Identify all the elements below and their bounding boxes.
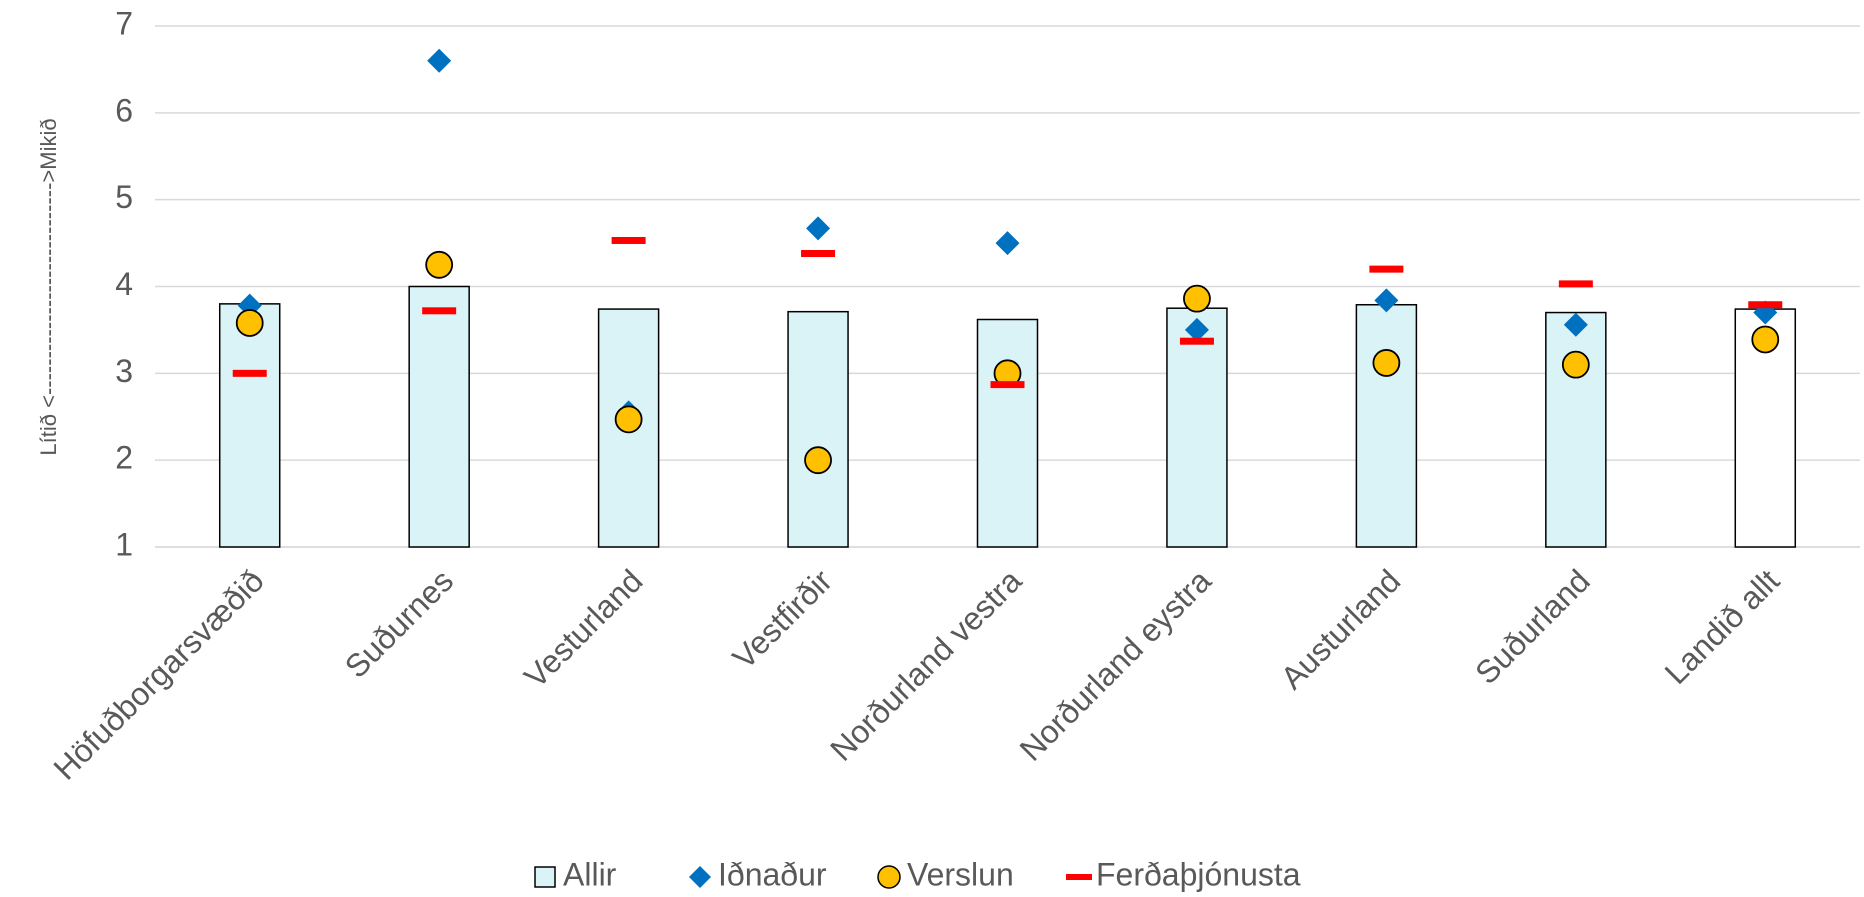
legend-swatch bbox=[1066, 874, 1092, 880]
dash-marker bbox=[801, 250, 836, 258]
y-tick-label: 2 bbox=[115, 440, 133, 476]
bar bbox=[218, 303, 281, 548]
x-tick-label: Norðurland eystra bbox=[1013, 562, 1218, 767]
bar bbox=[1545, 311, 1607, 548]
x-tick-label: Norðurland vestra bbox=[823, 562, 1028, 767]
y-axis-label: Lítið <----------------------------->Mik… bbox=[36, 118, 61, 455]
legend-swatch bbox=[877, 865, 901, 889]
dash-marker bbox=[1179, 337, 1214, 345]
legend-swatch bbox=[689, 866, 711, 888]
diamond-marker bbox=[427, 48, 452, 73]
circle-marker bbox=[1561, 350, 1590, 379]
y-tick-label: 6 bbox=[115, 92, 133, 128]
y-tick-label: 1 bbox=[115, 526, 133, 562]
circle-marker bbox=[804, 446, 832, 475]
circle-marker bbox=[235, 309, 264, 337]
diamond-marker bbox=[1563, 312, 1588, 337]
diamond-marker bbox=[995, 231, 1020, 256]
legend-label: Iðnaður bbox=[718, 856, 827, 892]
circle-marker bbox=[614, 405, 643, 434]
dash-marker bbox=[1748, 301, 1783, 309]
x-tick-label: Landið allt bbox=[1658, 562, 1787, 691]
diamond-marker bbox=[1374, 288, 1399, 313]
circle-marker bbox=[1372, 349, 1401, 377]
circle-marker bbox=[425, 250, 454, 279]
bar bbox=[408, 285, 470, 548]
y-tick-label: 5 bbox=[115, 179, 133, 215]
x-tick-label: Austurland bbox=[1274, 562, 1408, 696]
bar bbox=[1355, 303, 1418, 548]
legend-label: Allir bbox=[563, 856, 617, 892]
dash-marker bbox=[1558, 280, 1593, 288]
x-tick-label: Suðurland bbox=[1468, 562, 1597, 691]
dash-marker bbox=[611, 236, 646, 244]
legend-swatch bbox=[534, 866, 556, 888]
y-tick-label: 3 bbox=[115, 353, 133, 389]
bar bbox=[1166, 307, 1228, 548]
dash-marker bbox=[1369, 265, 1404, 273]
legend-label: Verslun bbox=[907, 856, 1014, 892]
bar bbox=[976, 318, 1039, 548]
bar bbox=[787, 310, 849, 548]
x-tick-label: Vesturland bbox=[517, 562, 649, 694]
y-tick-label: 7 bbox=[115, 5, 133, 41]
diamond-marker bbox=[806, 216, 831, 241]
dash-marker bbox=[232, 369, 267, 377]
x-tick-label: Suðurnes bbox=[338, 562, 460, 684]
circle-marker bbox=[1751, 325, 1780, 354]
y-tick-label: 4 bbox=[115, 266, 133, 302]
diamond-marker bbox=[1184, 317, 1209, 342]
x-tick-label: Vestfirðir bbox=[726, 562, 840, 676]
dash-marker bbox=[422, 307, 457, 315]
circle-marker bbox=[1183, 284, 1211, 313]
legend-label: Ferðaþjónusta bbox=[1096, 856, 1301, 892]
x-tick-label: Höfuðborgarsvæðið bbox=[46, 562, 270, 786]
dash-marker bbox=[990, 381, 1025, 389]
